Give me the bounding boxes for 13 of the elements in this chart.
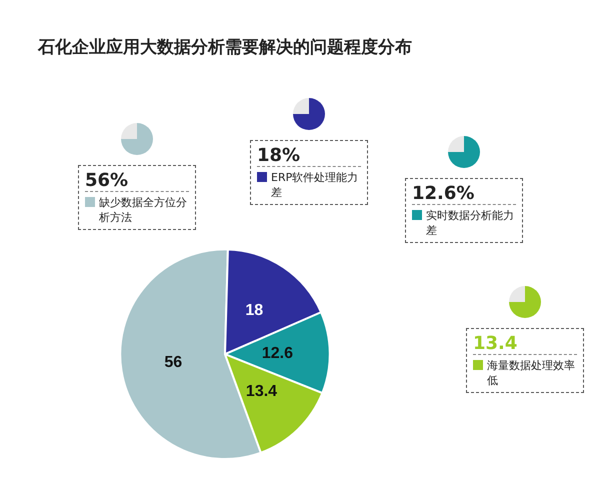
- legend-label: 缺少数据全方位分析方法: [99, 195, 188, 225]
- legend-label: ERP软件处理能力差: [271, 170, 360, 200]
- text: 56%: [85, 170, 189, 192]
- data-label: 56: [164, 354, 182, 371]
- legend-label: 实时数据分析能力差: [426, 208, 515, 238]
- text: 12.6%: [412, 183, 516, 205]
- chart-title: 石化企业应用大数据分析需要解决的问题程度分布: [37, 38, 412, 58]
- text: 18%: [257, 145, 361, 167]
- data-label: 18: [245, 302, 264, 320]
- text: 13.4: [473, 333, 577, 355]
- data-label: 13.4: [246, 383, 278, 400]
- data-label: 12.6: [262, 344, 294, 362]
- legend-label: 海量数据处理效率低: [487, 358, 576, 388]
